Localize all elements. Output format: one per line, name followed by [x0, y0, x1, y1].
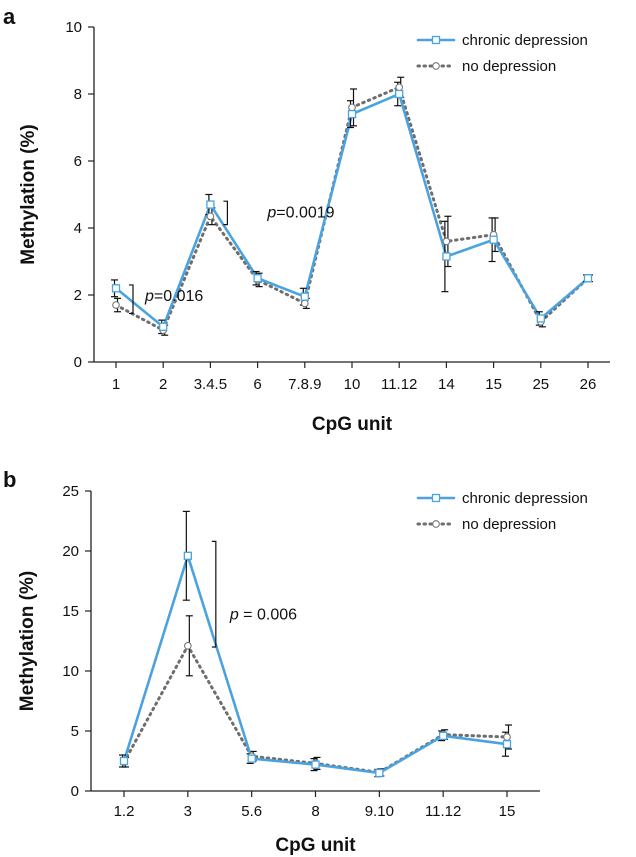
panel-a-letter: a	[3, 4, 16, 29]
panel-a-series	[111, 76, 593, 336]
y-tick-label: 2	[74, 287, 82, 304]
data-point-none	[183, 641, 192, 650]
significance-bracket	[223, 200, 228, 226]
data-point-chronic	[489, 235, 498, 244]
panel-a-annotations: p=0.016 p=0.0019	[129, 200, 335, 315]
x-tick-label: 11.12	[425, 803, 461, 820]
data-point-none	[112, 301, 120, 309]
panel-b-chart: b 0 5 10 15 20 25 1.2 3 5.6 8 9.10 11.12 15 Methyla…	[3, 467, 588, 856]
y-tick-label: 6	[74, 153, 82, 170]
x-tick-label: 7.8.9	[288, 376, 321, 393]
panel-a-y-axis-title: Methylation (%)	[18, 124, 39, 264]
data-point-none	[442, 237, 451, 246]
y-tick-label: 10	[65, 19, 82, 36]
data-point-chronic	[111, 284, 121, 293]
y-tick-label: 0	[71, 783, 79, 800]
panel-b-x-axis-title: CpG unit	[275, 835, 356, 856]
legend-none-label: no depression	[462, 516, 556, 533]
y-tick-label: 0	[74, 354, 82, 371]
data-point-chronic	[439, 731, 448, 740]
panel-a-legend: chronic depression no depression	[416, 32, 588, 75]
data-point-chronic	[442, 252, 451, 261]
x-tick-label: 15	[485, 376, 502, 393]
y-tick-label: 15	[62, 603, 79, 620]
y-tick-label: 20	[62, 543, 79, 560]
x-tick-label: 1.2	[114, 803, 135, 820]
series-line-none	[122, 644, 509, 774]
panel-b-y-axis-title: Methylation (%)	[17, 571, 38, 711]
data-point-chronic	[536, 314, 545, 323]
x-tick-label: 11.12	[381, 376, 417, 393]
data-point-none	[206, 212, 215, 221]
x-tick-label: 1	[112, 376, 120, 393]
legend-chronic-marker	[431, 35, 441, 45]
panel-b-letter: b	[3, 467, 16, 492]
x-tick-label: 3.4.5	[194, 376, 227, 393]
x-tick-label: 15	[499, 803, 516, 820]
data-point-chronic	[183, 551, 192, 560]
significance-bracket	[211, 540, 217, 648]
legend-none-label: no depression	[462, 58, 556, 75]
data-point-chronic	[300, 292, 309, 301]
data-point-chronic	[375, 768, 384, 778]
x-tick-label: 10	[344, 376, 361, 393]
panel-a-x-axis-title: CpG unit	[312, 414, 393, 435]
data-point-chronic	[311, 760, 320, 769]
legend-chronic-marker	[431, 493, 441, 503]
x-tick-label: 5.6	[241, 803, 262, 820]
panel-a-x-ticks: 1 2 3.4.5 6 7.8.9 10 11.12 14 15 25 26	[112, 362, 597, 393]
x-tick-label: 6	[253, 376, 261, 393]
data-point-none	[503, 733, 511, 741]
significance-bracket	[129, 284, 134, 315]
data-point-chronic	[395, 89, 404, 99]
x-tick-label: 26	[580, 376, 597, 393]
p-value-annotation: p = 0.006	[229, 606, 297, 623]
data-point-none	[395, 83, 404, 92]
data-point-chronic	[119, 756, 129, 766]
x-tick-label: 9.10	[365, 803, 394, 820]
panel-b-x-ticks: 1.2 3 5.6 8 9.10 11.12 15	[114, 791, 516, 820]
data-point-none	[300, 299, 309, 308]
x-tick-label: 14	[438, 376, 455, 393]
y-tick-label: 4	[74, 220, 82, 237]
panel-b-y-ticks: 0 5 10 15 20 25	[62, 483, 91, 800]
x-tick-label: 2	[159, 376, 167, 393]
data-point-chronic	[247, 754, 256, 763]
panel-b-legend: chronic depression no depression	[416, 490, 588, 533]
legend-none-marker	[432, 520, 440, 528]
y-tick-label: 10	[62, 663, 79, 680]
y-tick-label: 25	[62, 483, 79, 500]
data-point-chronic	[502, 740, 512, 749]
x-tick-label: 8	[311, 803, 319, 820]
x-tick-label: 3	[184, 803, 192, 820]
y-tick-label: 5	[71, 723, 79, 740]
y-tick-label: 8	[74, 86, 82, 103]
panel-a-y-ticks: 0 2 4 6 8 10	[65, 19, 94, 371]
data-point-chronic	[583, 274, 593, 283]
p-value-annotation: p=0.016	[144, 288, 203, 305]
legend-none-marker	[432, 62, 440, 70]
series-line-chronic	[122, 554, 509, 775]
legend-chronic-label: chronic depression	[462, 32, 588, 49]
panel-b-series	[119, 510, 512, 778]
data-point-none	[348, 103, 356, 112]
data-point-chronic	[206, 200, 215, 209]
data-point-chronic	[159, 322, 168, 331]
panel-b-annotations: p = 0.006	[211, 540, 297, 648]
p-value-annotation: p=0.0019	[266, 204, 334, 221]
data-point-chronic	[347, 109, 357, 119]
x-tick-label: 25	[532, 376, 549, 393]
legend-chronic-label: chronic depression	[462, 490, 588, 507]
data-point-chronic	[253, 274, 262, 283]
